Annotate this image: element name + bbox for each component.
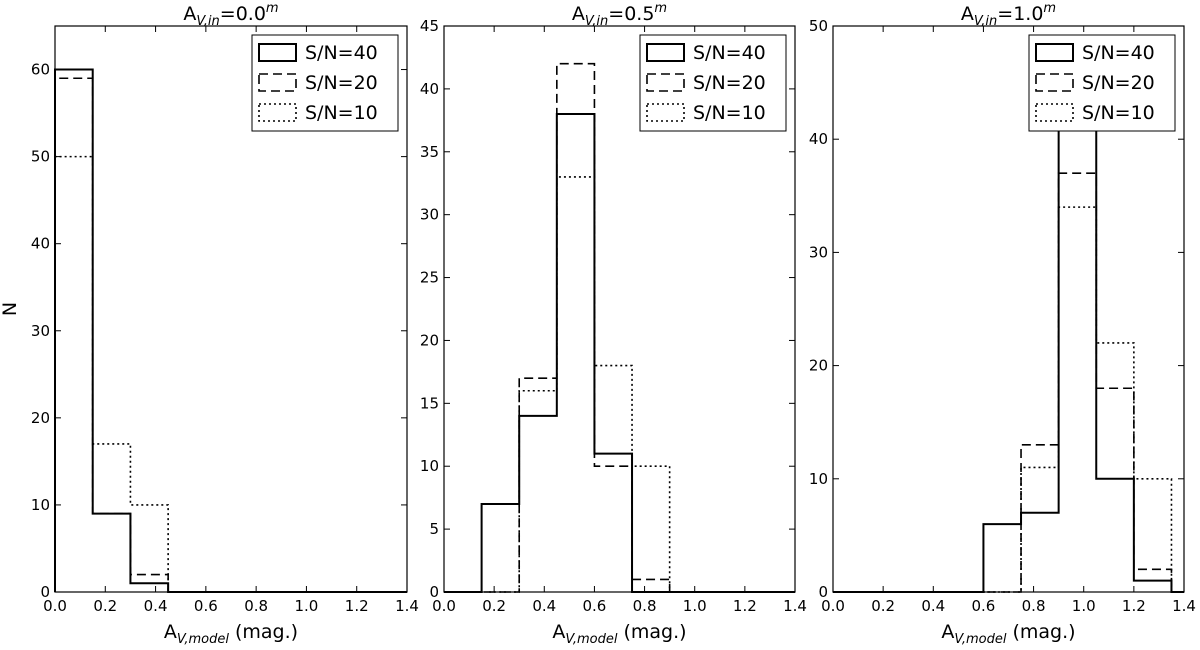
legend-swatch: [258, 103, 297, 122]
legend-label: S/N=20: [693, 72, 766, 94]
legend-swatch: [646, 43, 685, 62]
x-axis-label: AV,model (mag.): [552, 621, 686, 647]
y-tick-label: 60: [31, 61, 50, 79]
plot-frame: [54, 25, 408, 593]
y-tick-label: 5: [429, 520, 439, 538]
y-tick-label: 50: [31, 148, 50, 166]
y-tick-label: 45: [420, 17, 439, 35]
legend-box: [251, 34, 399, 132]
legend-label: S/N=20: [1082, 72, 1155, 94]
series-line-s-n-20: [833, 172, 1184, 593]
y-tick-label: 50: [809, 17, 828, 35]
legend-swatch: [646, 73, 685, 92]
x-tick-label: 1.2: [345, 597, 369, 615]
x-tick-label: 0.0: [821, 597, 845, 615]
legend: S/N=40 S/N=20 S/N=10: [251, 34, 399, 132]
x-tick-label: 1.0: [1072, 597, 1096, 615]
y-axis-label: N: [0, 302, 21, 316]
legend-box: [1028, 34, 1176, 132]
y-tick-label: 0: [429, 583, 439, 601]
y-tick-label: 30: [809, 243, 828, 261]
panel-3: 0.0 0.2 0.4 0.6 0.8 1.0 1.2 1.4 0 10 20 30 40 50 AV,in…: [809, 1, 1196, 647]
y-tick-label: 40: [420, 80, 439, 98]
legend-label: S/N=40: [693, 42, 766, 64]
series-line-s-n-10: [54, 155, 407, 593]
panel-2: 0.0 0.2 0.4 0.6 0.8 1.0 1.2 1.4 0 5 10 15 20 25 30 35 40…: [420, 1, 807, 647]
y-tick-label: 20: [420, 331, 439, 349]
x-tick-label: 1.4: [1172, 597, 1196, 615]
series-line-s-n-40: [444, 113, 795, 593]
legend-swatch: [258, 43, 297, 62]
series-line-s-n-10: [444, 176, 795, 593]
legend-label: S/N=10: [693, 102, 766, 124]
legend-swatch: [646, 103, 685, 122]
legend-label: S/N=20: [305, 72, 378, 94]
y-tick-label: 0: [40, 583, 50, 601]
legend-label: S/N=40: [305, 42, 378, 64]
legend-label: S/N=40: [1082, 42, 1155, 64]
y-tick-label: 30: [31, 322, 50, 340]
legend-swatch: [1035, 73, 1074, 92]
series-line-s-n-10: [833, 206, 1184, 593]
x-tick-label: 0.4: [921, 597, 945, 615]
y-tick-label: 40: [809, 130, 828, 148]
y-tick-label: 15: [420, 394, 439, 412]
x-tick-label: 0.6: [971, 597, 995, 615]
x-tick-label: 0.2: [871, 597, 895, 615]
y-tick-label: 20: [31, 409, 50, 427]
y-tick-label: 35: [420, 143, 439, 161]
legend-label: S/N=10: [305, 102, 378, 124]
y-tick-label: 25: [420, 269, 439, 287]
x-tick-label: 1.2: [1122, 597, 1146, 615]
x-tick-label: 0.8: [244, 597, 268, 615]
x-tick-label: 1.4: [395, 597, 419, 615]
x-tick-label: 0.0: [43, 597, 67, 615]
x-tick-label: 1.4: [783, 597, 807, 615]
series-line-s-n-40: [833, 70, 1184, 593]
x-axis-label: AV,model (mag.): [164, 621, 298, 647]
x-tick-label: 0.2: [482, 597, 506, 615]
legend-swatch: [1035, 103, 1074, 122]
x-tick-label: 0.6: [582, 597, 606, 615]
x-tick-label: 0.4: [532, 597, 556, 615]
y-tick-label: 30: [420, 206, 439, 224]
x-tick-label: 1.0: [683, 597, 707, 615]
y-tick-label: 10: [420, 457, 439, 475]
y-tick-label: 20: [809, 357, 828, 375]
legend: S/N=40 S/N=20 S/N=10: [1028, 34, 1176, 132]
x-tick-label: 0.2: [93, 597, 117, 615]
x-axis-label: AV,model (mag.): [941, 621, 1075, 647]
panel-title: AV,in=0.5m: [572, 1, 667, 29]
panel-title: AV,in=1.0m: [961, 1, 1056, 29]
y-tick-label: 40: [31, 235, 50, 253]
legend-label: S/N=10: [1082, 102, 1155, 124]
x-tick-label: 0.8: [633, 597, 657, 615]
plot-frame: [832, 25, 1185, 593]
y-tick-label: 10: [31, 496, 50, 514]
x-tick-label: 0.4: [144, 597, 168, 615]
panel-1: 0.0 0.2 0.4 0.6 0.8 1.0 1.2 1.4 0 10 20 30 40 50 60 AV,…: [0, 1, 419, 647]
x-tick-label: 0.0: [432, 597, 456, 615]
legend: S/N=40 S/N=20 S/N=10: [639, 34, 787, 132]
series-line-s-n-20: [54, 77, 407, 593]
panel-title: AV,in=0.0m: [183, 1, 278, 29]
y-tick-label: 0: [818, 583, 828, 601]
y-tick-label: 10: [809, 470, 828, 488]
x-tick-label: 1.2: [733, 597, 757, 615]
x-tick-label: 0.6: [194, 597, 218, 615]
legend-swatch: [258, 73, 297, 92]
x-tick-label: 0.8: [1022, 597, 1046, 615]
x-tick-label: 1.0: [294, 597, 318, 615]
legend-box: [639, 34, 787, 132]
series-line-s-n-20: [444, 62, 795, 593]
plot-frame: [443, 25, 796, 593]
legend-swatch: [1035, 43, 1074, 62]
